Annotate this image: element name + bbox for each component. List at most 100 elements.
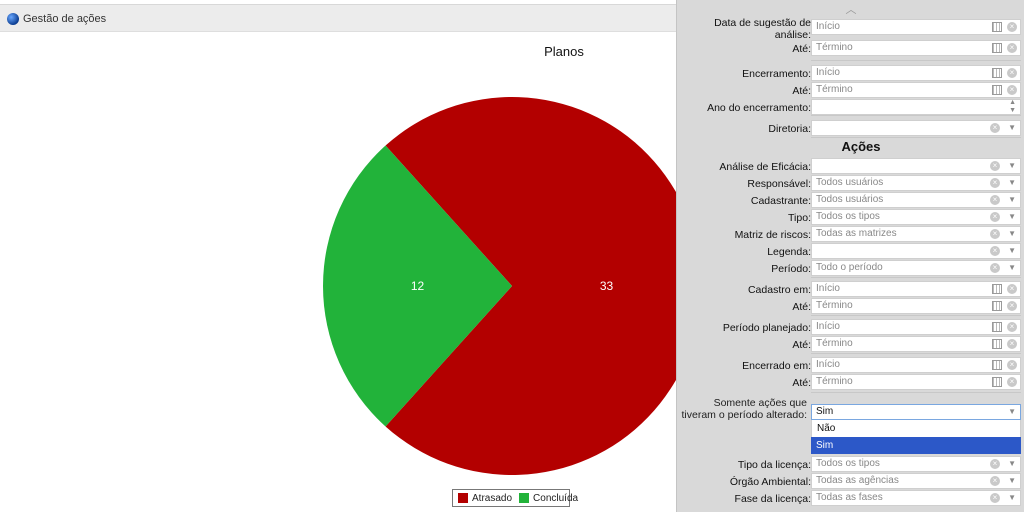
filter-row: Diretoria: × ▼ bbox=[677, 120, 1024, 137]
calendar-icon[interactable] bbox=[992, 22, 1002, 32]
clear-icon[interactable]: × bbox=[1007, 284, 1017, 294]
altered-period-select[interactable]: Sim ▼ bbox=[811, 404, 1021, 420]
select-input[interactable]: Todas as matrizes × ▼ bbox=[811, 226, 1021, 242]
chevron-down-icon[interactable]: ▼ bbox=[1008, 246, 1016, 255]
clear-icon[interactable]: × bbox=[1007, 301, 1017, 311]
clear-icon[interactable]: × bbox=[990, 161, 1000, 171]
select-input[interactable]: × ▼ bbox=[811, 158, 1021, 174]
chevron-down-icon[interactable]: ▼ bbox=[1008, 407, 1016, 416]
select-input[interactable]: Todas as fases × ▼ bbox=[811, 490, 1021, 506]
select-input[interactable]: Todo o período × ▼ bbox=[811, 260, 1021, 276]
field-value: Todas as matrizes bbox=[816, 228, 897, 239]
pie-slice-concluida[interactable] bbox=[323, 145, 512, 427]
select-input[interactable]: Todos os tipos × ▼ bbox=[811, 456, 1021, 472]
chevron-down-icon[interactable]: ▼ bbox=[1008, 212, 1016, 221]
chevron-down-icon[interactable]: ▼ bbox=[1008, 459, 1016, 468]
select-input[interactable]: Todos usuários × ▼ bbox=[811, 192, 1021, 208]
select-input[interactable]: × ▼ bbox=[811, 243, 1021, 259]
clear-icon[interactable]: × bbox=[990, 123, 1000, 133]
clear-icon[interactable]: × bbox=[990, 476, 1000, 486]
data-label-atrasado: 33 bbox=[600, 279, 614, 293]
calendar-icon[interactable] bbox=[992, 339, 1002, 349]
clear-icon[interactable]: × bbox=[1007, 22, 1017, 32]
date-input[interactable]: Término × bbox=[811, 40, 1021, 56]
field-value: Início bbox=[816, 359, 840, 370]
altered-period-label: Somente ações que tiveram o período alte… bbox=[681, 397, 808, 421]
year-spinner[interactable]: ▲ ▼ bbox=[811, 99, 1021, 115]
date-input[interactable]: Término × bbox=[811, 336, 1021, 352]
chevron-down-icon[interactable]: ▼ bbox=[1008, 123, 1016, 132]
panel-title: Gestão de ações bbox=[23, 13, 107, 25]
calendar-icon[interactable] bbox=[992, 85, 1002, 95]
clear-icon[interactable]: × bbox=[1007, 68, 1017, 78]
date-input[interactable]: Término × bbox=[811, 298, 1021, 314]
scroll-down-chevron-icon[interactable]: ﹀ bbox=[845, 500, 857, 512]
date-input[interactable]: Término × bbox=[811, 82, 1021, 98]
filter-label: Até: bbox=[792, 43, 811, 55]
filter-label: Ano do encerramento: bbox=[707, 102, 811, 114]
filter-panel[interactable]: ︿ ﹀ Data de sugestão de análise: Início × A… bbox=[676, 0, 1024, 512]
calendar-icon[interactable] bbox=[992, 360, 1002, 370]
clear-icon[interactable]: × bbox=[990, 263, 1000, 273]
field-value: Todos usuários bbox=[816, 194, 884, 205]
legend-item-concluida[interactable]: Concluída bbox=[519, 493, 578, 504]
date-input[interactable]: Início × bbox=[811, 65, 1021, 81]
chevron-down-icon[interactable]: ▼ bbox=[1008, 493, 1016, 502]
calendar-icon[interactable] bbox=[992, 43, 1002, 53]
chart-panel: Gestão de ações Planos 33 12 Atrasado Con… bbox=[0, 4, 676, 507]
date-input[interactable]: Início × bbox=[811, 319, 1021, 335]
field-value: Início bbox=[816, 283, 840, 294]
clear-icon[interactable]: × bbox=[1007, 322, 1017, 332]
option-nao[interactable]: Não bbox=[811, 420, 1021, 437]
clear-icon[interactable]: × bbox=[1007, 85, 1017, 95]
legend-label: Concluída bbox=[533, 492, 579, 504]
clear-icon[interactable]: × bbox=[990, 493, 1000, 503]
legend-swatch bbox=[458, 493, 468, 503]
select-input[interactable]: × ▼ bbox=[811, 120, 1021, 136]
chevron-down-icon[interactable]: ▼ bbox=[1008, 195, 1016, 204]
filter-row: Até: Término × bbox=[677, 336, 1024, 353]
chevron-down-icon[interactable]: ▼ bbox=[1008, 161, 1016, 170]
spinner-icon[interactable]: ▲ ▼ bbox=[1009, 99, 1016, 114]
divider bbox=[811, 60, 1021, 61]
chevron-down-icon[interactable]: ▼ bbox=[1008, 229, 1016, 238]
clear-icon[interactable]: × bbox=[990, 212, 1000, 222]
clear-icon[interactable]: × bbox=[990, 246, 1000, 256]
date-input[interactable]: Término × bbox=[811, 374, 1021, 390]
select-input[interactable]: Todos os tipos × ▼ bbox=[811, 209, 1021, 225]
calendar-icon[interactable] bbox=[992, 322, 1002, 332]
select-input[interactable]: Todas as agências × ▼ bbox=[811, 473, 1021, 489]
field-value: Início bbox=[816, 321, 840, 332]
calendar-icon[interactable] bbox=[992, 377, 1002, 387]
filter-label: Diretoria: bbox=[768, 123, 811, 135]
pie-slice-atrasado[interactable] bbox=[385, 97, 676, 475]
chevron-down-icon[interactable]: ▼ bbox=[1008, 476, 1016, 485]
filter-row: Até: Término × bbox=[677, 374, 1024, 391]
option-sim[interactable]: Sim bbox=[811, 437, 1021, 454]
filter-row: Até: Término × bbox=[677, 40, 1024, 57]
calendar-icon[interactable] bbox=[992, 284, 1002, 294]
field-value: Término bbox=[816, 300, 853, 311]
clear-icon[interactable]: × bbox=[1007, 360, 1017, 370]
clear-icon[interactable]: × bbox=[1007, 43, 1017, 53]
calendar-icon[interactable] bbox=[992, 301, 1002, 311]
date-input[interactable]: Início × bbox=[811, 281, 1021, 297]
clear-icon[interactable]: × bbox=[1007, 339, 1017, 349]
clear-icon[interactable]: × bbox=[990, 178, 1000, 188]
filter-label: Data de sugestão de análise: bbox=[714, 17, 811, 41]
clear-icon[interactable]: × bbox=[1007, 377, 1017, 387]
legend-item-atrasado[interactable]: Atrasado bbox=[458, 493, 512, 504]
clear-icon[interactable]: × bbox=[990, 195, 1000, 205]
select-input[interactable]: Todos usuários × ▼ bbox=[811, 175, 1021, 191]
date-input[interactable]: Início × bbox=[811, 19, 1021, 35]
clear-icon[interactable]: × bbox=[990, 229, 1000, 239]
clear-icon[interactable]: × bbox=[990, 459, 1000, 469]
filter-label: Encerramento: bbox=[742, 68, 811, 80]
filter-label: Tipo: bbox=[788, 212, 811, 224]
scroll-up-chevron-icon[interactable]: ︿ bbox=[845, 4, 857, 16]
date-input[interactable]: Início × bbox=[811, 357, 1021, 373]
filter-row: Data de sugestão de análise: Início × bbox=[677, 17, 1024, 41]
chevron-down-icon[interactable]: ▼ bbox=[1008, 263, 1016, 272]
chevron-down-icon[interactable]: ▼ bbox=[1008, 178, 1016, 187]
calendar-icon[interactable] bbox=[992, 68, 1002, 78]
